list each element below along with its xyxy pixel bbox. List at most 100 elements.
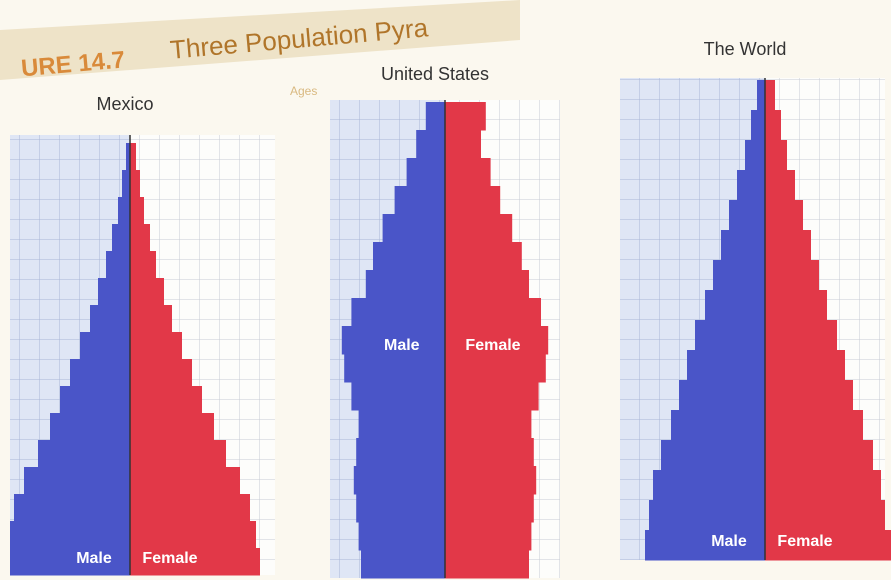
male-bar [713, 260, 765, 291]
male-bar [118, 197, 130, 225]
male-bar [344, 354, 445, 383]
male-bar [106, 251, 130, 279]
female-bar [130, 251, 156, 279]
chart-title: The World [704, 39, 787, 59]
female-bar [765, 230, 811, 261]
male-bar [10, 521, 130, 549]
female-bar [130, 332, 182, 360]
male-bar [757, 80, 765, 111]
chart-title: United States [381, 64, 489, 84]
male-bar [14, 494, 130, 522]
legend-label: Female [465, 337, 520, 354]
female-bar [130, 359, 192, 387]
female-bar [445, 382, 539, 411]
female-bar [445, 270, 529, 299]
male-bar [354, 466, 445, 495]
female-bar [765, 350, 845, 381]
male-bar [90, 305, 130, 333]
female-bar [445, 466, 536, 495]
female-bar [445, 522, 531, 551]
male-bar [645, 530, 765, 561]
male-bar [112, 224, 130, 252]
female-bar [445, 494, 534, 523]
male-bar [395, 186, 445, 215]
female-bar [130, 224, 150, 252]
female-bar [445, 214, 512, 243]
female-bar [765, 440, 873, 471]
female-bar [445, 102, 486, 131]
female-bar [445, 410, 531, 439]
male-bar [373, 242, 445, 271]
female-bar [765, 260, 819, 291]
male-bar [361, 550, 445, 579]
female-bar [445, 438, 534, 467]
legend-label: Female [777, 533, 832, 550]
male-bar [80, 332, 130, 360]
female-bar [765, 380, 853, 411]
male-bar [661, 440, 765, 471]
female-bar [130, 197, 144, 225]
female-bar [130, 521, 256, 549]
male-bar [653, 470, 765, 501]
female-bar [765, 140, 787, 171]
female-bar [765, 500, 885, 531]
legend-label: Male [384, 337, 420, 354]
female-bar [130, 413, 214, 441]
male-bar [351, 382, 445, 411]
female-bar [130, 143, 136, 171]
male-bar [359, 522, 445, 551]
female-bar [765, 320, 837, 351]
male-bar [50, 413, 130, 441]
male-bar [351, 298, 445, 327]
female-bar [765, 110, 781, 141]
male-bar [426, 102, 445, 131]
male-bar [687, 350, 765, 381]
male-bar [366, 270, 445, 299]
female-bar [765, 410, 863, 441]
axis-label: Ages [290, 84, 317, 98]
female-bar [445, 130, 481, 159]
female-bar [765, 80, 775, 111]
female-bar [130, 278, 164, 306]
female-bar [445, 298, 541, 327]
male-bar [60, 386, 130, 414]
female-bar [765, 170, 795, 201]
female-bar [445, 550, 529, 579]
female-bar [445, 242, 522, 271]
male-bar [70, 359, 130, 387]
female-bar [445, 354, 546, 383]
male-bar [356, 494, 445, 523]
male-bar [729, 200, 765, 231]
female-bar [765, 200, 803, 231]
female-bar [130, 494, 250, 522]
male-bar [98, 278, 130, 306]
male-bar [721, 230, 765, 261]
male-bar [416, 130, 445, 159]
male-bar [407, 158, 445, 187]
female-bar [445, 158, 491, 187]
male-bar [356, 438, 445, 467]
male-bar [649, 500, 765, 531]
male-bar [122, 170, 130, 198]
female-bar [445, 186, 500, 215]
female-bar [130, 467, 240, 495]
male-bar [24, 467, 130, 495]
page: URE 14.7 Three Population Pyra MexicoMal… [0, 0, 891, 580]
male-bar [737, 170, 765, 201]
male-bar [695, 320, 765, 351]
chart-title: Mexico [96, 94, 153, 114]
female-bar [765, 470, 881, 501]
female-bar [130, 440, 226, 468]
male-bar [751, 110, 765, 141]
female-bar [130, 305, 172, 333]
male-bar [679, 380, 765, 411]
male-bar [38, 440, 130, 468]
female-bar [765, 290, 827, 321]
male-bar [745, 140, 765, 171]
male-bar [671, 410, 765, 441]
female-bar [130, 386, 202, 414]
legend-label: Male [76, 550, 112, 567]
legend-label: Female [142, 550, 197, 567]
male-bar [359, 410, 445, 439]
male-bar [10, 548, 130, 576]
